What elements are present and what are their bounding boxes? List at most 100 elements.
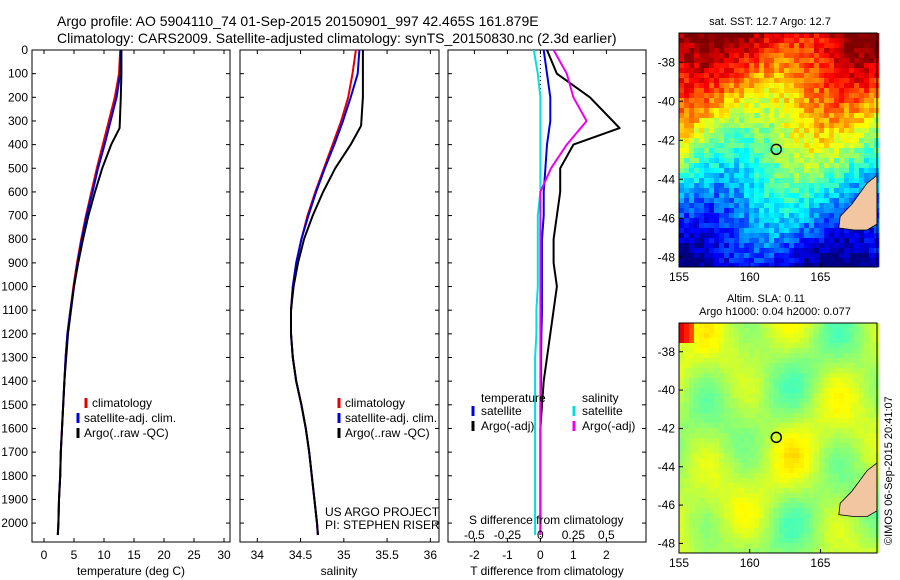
map-cell <box>699 358 705 364</box>
map-cell <box>709 178 715 184</box>
map-cell <box>709 418 715 424</box>
map-cell <box>784 433 790 439</box>
map-cell <box>794 328 800 334</box>
map-cell <box>869 123 875 129</box>
map-cell <box>784 523 790 529</box>
map-cell <box>849 258 855 264</box>
map-cell <box>839 128 845 134</box>
map-cell <box>724 508 730 514</box>
map-cell <box>824 113 830 119</box>
map-cell <box>769 468 775 474</box>
map-cell <box>849 58 855 64</box>
map-cell <box>814 483 820 489</box>
map-cell <box>784 533 790 539</box>
map-cell <box>779 338 785 344</box>
map-cell <box>784 98 790 104</box>
map-cell <box>854 98 860 104</box>
map-cell <box>814 203 820 209</box>
map-cell <box>699 93 705 99</box>
map-cell <box>819 248 825 254</box>
map-cell <box>689 543 695 549</box>
map-cell <box>824 133 830 139</box>
map-cell <box>834 158 840 164</box>
map-cell <box>809 518 815 524</box>
map-cell <box>829 93 835 99</box>
map-cell <box>839 433 845 439</box>
map-cell <box>829 98 835 104</box>
map-cell <box>679 173 685 179</box>
map-cell <box>704 433 710 439</box>
map-cell <box>764 218 770 224</box>
map-cell <box>754 343 760 349</box>
map-cell <box>699 248 705 254</box>
map-cell <box>834 363 840 369</box>
map-cell <box>804 163 810 169</box>
map-cell <box>844 323 850 329</box>
map-cell <box>679 423 685 429</box>
map-cell <box>779 128 785 134</box>
map-cell <box>744 363 750 369</box>
map-cell <box>774 263 780 268</box>
map-cell <box>784 518 790 524</box>
map-cell <box>829 108 835 114</box>
map-cell <box>719 393 725 399</box>
map-cell <box>834 93 840 99</box>
map-cell <box>684 378 690 384</box>
map-cell <box>769 358 775 364</box>
map-cell <box>779 88 785 94</box>
map-cell <box>844 443 850 449</box>
map-cell <box>869 458 875 464</box>
map-cell <box>854 428 860 434</box>
map-cell <box>849 328 855 334</box>
map-cell <box>734 343 740 349</box>
map-cell <box>814 238 820 244</box>
map-cell <box>839 203 845 209</box>
map-cell <box>774 443 780 449</box>
map-cell <box>714 383 720 389</box>
map-cell <box>679 533 685 539</box>
map-cell <box>744 538 750 544</box>
map-cell <box>789 253 795 259</box>
map-cell <box>799 373 805 379</box>
map-cell <box>694 88 700 94</box>
map-cell <box>869 363 875 369</box>
map-cell <box>799 358 805 364</box>
map-cell <box>819 143 825 149</box>
map-cell <box>689 198 695 204</box>
map-cell <box>694 418 700 424</box>
map-cell <box>709 143 715 149</box>
map-cell <box>679 528 685 534</box>
map-cell <box>769 243 775 249</box>
map-cell <box>844 538 850 544</box>
map-cell <box>684 218 690 224</box>
map-cell <box>704 263 710 268</box>
map-cell <box>699 53 705 59</box>
map-cell <box>814 468 820 474</box>
map-cell <box>694 383 700 389</box>
map-cell <box>789 448 795 454</box>
map-cell <box>684 533 690 539</box>
map-cell <box>729 338 735 344</box>
map-cell <box>719 458 725 464</box>
map-cell <box>684 113 690 119</box>
map-cell <box>869 543 875 549</box>
map-cell <box>749 63 755 69</box>
map-cell <box>774 503 780 509</box>
map-cell <box>814 433 820 439</box>
map-cell <box>699 548 705 554</box>
map-cell <box>859 123 865 129</box>
map-cell <box>684 73 690 79</box>
map-cell <box>694 163 700 169</box>
map-cell <box>774 403 780 409</box>
map-cell <box>769 548 775 554</box>
map-cell <box>774 413 780 419</box>
map-cell <box>754 93 760 99</box>
map-cell <box>839 68 845 74</box>
map-cell <box>809 233 815 239</box>
map-cell <box>734 383 740 389</box>
map-cell <box>759 203 765 209</box>
map-cell <box>804 73 810 79</box>
map-cell <box>759 323 765 329</box>
map-cell <box>769 383 775 389</box>
map-cell <box>684 538 690 544</box>
